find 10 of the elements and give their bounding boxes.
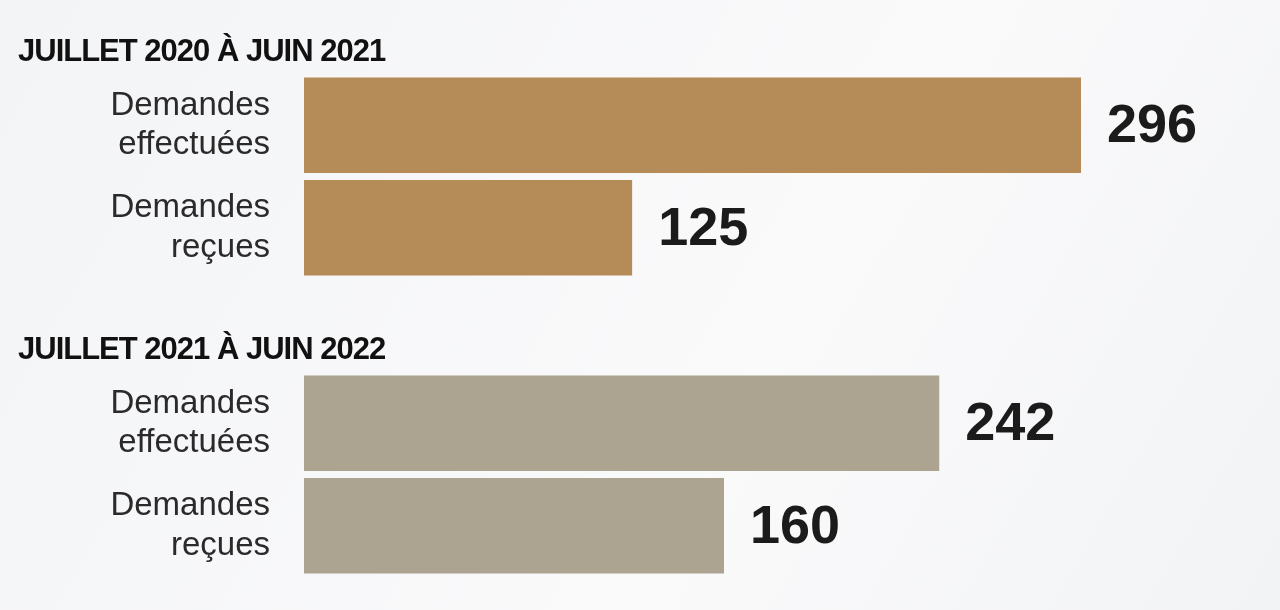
- data-label: 296: [1107, 93, 1198, 154]
- y-tick-label: Demandes effectuées: [110, 84, 270, 162]
- data-label: 242: [965, 391, 1056, 452]
- y-tick-label: Demandes reçues: [110, 187, 270, 264]
- chart-title: JUILLET 2021 À JUIN 2022: [17, 330, 387, 368]
- y-tick-label: Demandes effectuées: [110, 382, 270, 460]
- chart-title: JUILLET 2020 À JUIN 2021: [17, 32, 387, 70]
- y-tick-label: Demandes reçues: [110, 485, 270, 562]
- data-label: 125: [658, 195, 749, 256]
- data-label: 160: [750, 493, 841, 554]
